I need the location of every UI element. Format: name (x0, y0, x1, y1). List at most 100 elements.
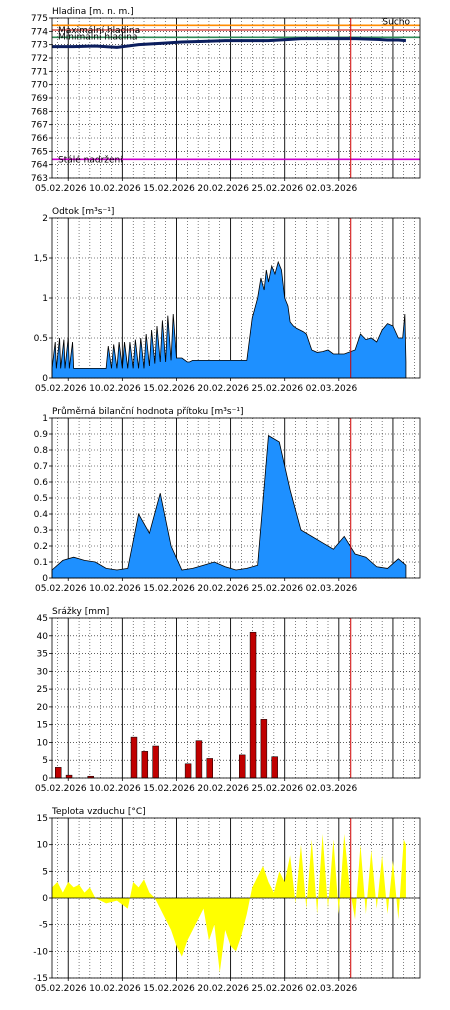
panel-title: Teplota vzduchu [°C] (51, 807, 146, 817)
x-tick-label: 05.02.2026 (35, 984, 87, 994)
y-tick-label: 40 (37, 632, 49, 642)
precip-bar (195, 740, 203, 779)
y-tick-label: 2 (42, 214, 48, 224)
y-tick-label: 0.6 (34, 478, 49, 488)
temperature-area (52, 834, 406, 973)
y-tick-label: 772 (31, 54, 48, 64)
x-tick-label: 05.02.2026 (35, 584, 87, 594)
y-tick-label: 15 (37, 721, 48, 731)
precip-bar (152, 745, 159, 779)
precip-bar (260, 719, 268, 779)
x-tick-label: 15.02.2026 (143, 584, 195, 594)
y-tick-label: 5 (42, 756, 48, 766)
y-tick-label: 766 (31, 134, 48, 144)
x-tick-label: 20.02.2026 (197, 184, 249, 194)
y-tick-label: 0.3 (34, 526, 48, 536)
y-tick-label: 25 (37, 685, 48, 695)
panel-1: Hladina [m. n. m.] 763 764 765 766 767 768 769 7… (31, 7, 421, 194)
y-tick-label: 10 (37, 841, 49, 851)
x-tick-label: 02.03.2026 (306, 384, 358, 394)
x-tick-label: 15.02.2026 (143, 384, 195, 394)
y-tick-label: 0.5 (34, 494, 48, 504)
y-tick-label: 0.2 (34, 542, 48, 552)
x-tick-label: 05.02.2026 (35, 784, 87, 794)
plot-frame (51, 17, 421, 179)
reference-line-label: Minimální hladina (58, 32, 137, 42)
panel-title: Hladina [m. n. m.] (52, 7, 134, 17)
y-tick-label: 771 (31, 67, 48, 77)
x-tick-label: 15.02.2026 (143, 784, 195, 794)
panel-2: Odtok [m³s⁻¹] 0 0.5 1 1,5 2 05.02.2026 10.02.20… (34, 207, 421, 394)
y-tick-label: 0 (42, 574, 48, 584)
y-tick-label: 5 (42, 867, 48, 877)
x-tick-label: 02.03.2026 (306, 184, 358, 194)
x-tick-label: 05.02.2026 (35, 384, 87, 394)
x-tick-label: 15.02.2026 (143, 984, 195, 994)
y-tick-label: 1 (42, 294, 48, 304)
precip-bar (184, 763, 192, 779)
panel-3: Průměrná bilanční hodnota přítoku [m³s⁻¹… (34, 406, 421, 594)
reference-line-label: Sucho (382, 17, 410, 27)
plot-frame (51, 417, 421, 579)
y-tick-label: 0.8 (34, 446, 49, 456)
y-tick-label: 1,5 (34, 254, 48, 264)
level-series-line (52, 37, 407, 49)
y-tick-label: 0.1 (34, 558, 48, 568)
x-tick-label: 02.03.2026 (306, 984, 358, 994)
y-tick-label: 35 (37, 650, 48, 660)
y-tick-label: 765 (31, 147, 48, 157)
x-tick-label: 10.02.2026 (89, 584, 141, 594)
y-tick-label: 775 (31, 14, 48, 24)
x-tick-label: 10.02.2026 (89, 384, 141, 394)
reference-line-label: Stálé nadržení (58, 154, 123, 165)
x-tick-label: 10.02.2026 (89, 184, 141, 194)
precip-bar (249, 631, 257, 779)
y-tick-label: 763 (31, 174, 48, 184)
plot-area (52, 618, 420, 778)
y-tick-label: 0.9 (34, 430, 49, 440)
x-tick-label: 25.02.2026 (252, 184, 304, 194)
y-tick-label: 0 (42, 894, 48, 904)
y-tick-label: 1 (42, 414, 48, 424)
x-tick-label: 15.02.2026 (143, 184, 195, 194)
x-tick-label: 02.03.2026 (306, 784, 358, 794)
y-tick-label: 769 (31, 94, 48, 104)
y-tick-label: 774 (31, 27, 48, 37)
x-tick-label: 20.02.2026 (197, 984, 249, 994)
x-tick-label: 25.02.2026 (252, 784, 304, 794)
inflow-area (51, 434, 407, 579)
x-tick-label: 20.02.2026 (197, 584, 249, 594)
panel-title: Odtok [m³s⁻¹] (52, 207, 114, 217)
precip-bar (238, 754, 246, 779)
precip-bar (206, 758, 213, 779)
y-tick-label: 20 (37, 703, 49, 713)
y-tick-label: -10 (33, 947, 48, 957)
x-tick-label: 10.02.2026 (89, 784, 141, 794)
reference-line-label: Maximální hladina (58, 26, 140, 36)
outflow-area (51, 260, 407, 379)
x-tick-label: 25.02.2026 (252, 384, 304, 394)
x-tick-label: 20.02.2026 (197, 384, 249, 394)
x-tick-label: 20.02.2026 (197, 784, 249, 794)
x-tick-label: 10.02.2026 (89, 984, 141, 994)
y-tick-label: -15 (33, 974, 48, 984)
y-tick-label: 15 (37, 814, 48, 824)
y-tick-label: 0 (42, 774, 48, 784)
y-tick-label: 764 (31, 161, 48, 171)
x-tick-label: 05.02.2026 (35, 184, 87, 194)
x-tick-label: 25.02.2026 (252, 584, 304, 594)
y-tick-label: 768 (31, 107, 48, 117)
panel-title: Srážky [mm] (52, 607, 109, 617)
plot-frame (51, 617, 421, 779)
panel-5: Teplota vzduchu [°C] -15 -10 -5 0 5 10 15 05.02.… (33, 807, 421, 994)
y-tick-label: 0.7 (34, 462, 48, 472)
y-tick-label: 770 (31, 81, 48, 91)
y-tick-label: 45 (37, 614, 48, 624)
x-tick-label: 02.03.2026 (306, 584, 358, 594)
plot-frame (51, 217, 421, 379)
precip-bar (130, 736, 138, 779)
y-tick-label: 0.4 (34, 510, 49, 520)
plot-frame (51, 817, 421, 979)
